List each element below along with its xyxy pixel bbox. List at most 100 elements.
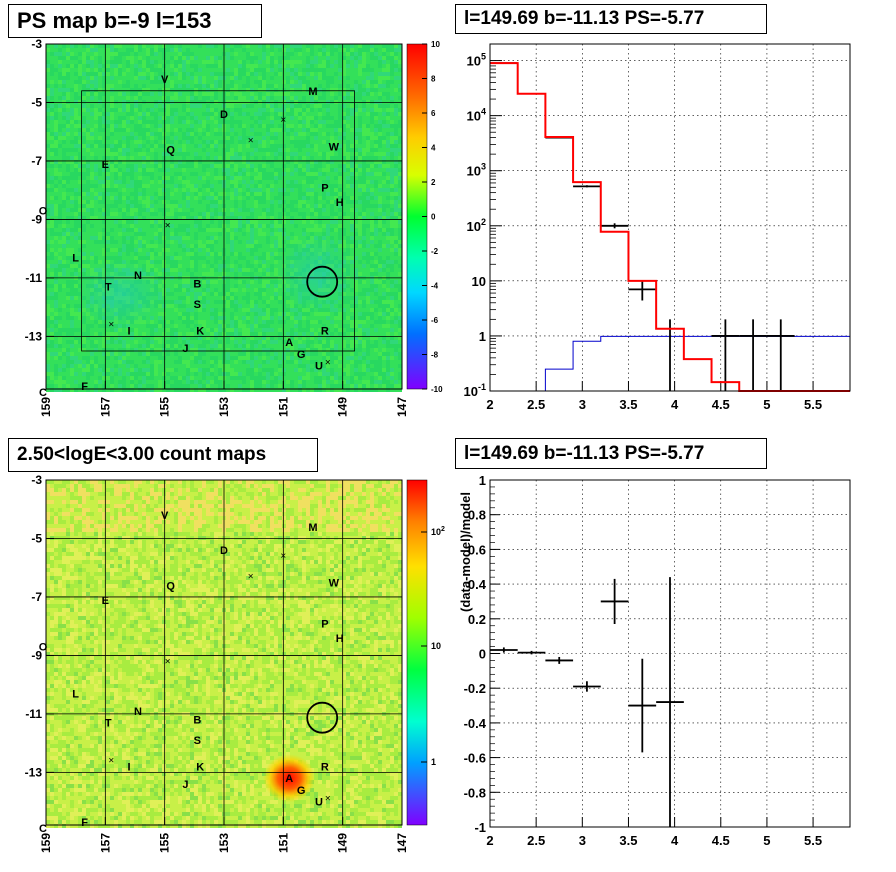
map-pixel: [302, 72, 306, 76]
map-pixel: [150, 64, 154, 68]
map-pixel: [362, 80, 366, 84]
map-pixel: [70, 204, 74, 208]
map-pixel: [158, 76, 162, 80]
map-pixel: [162, 240, 166, 244]
map-pixel: [290, 196, 294, 200]
map-pixel: [342, 200, 346, 204]
map-pixel: [334, 228, 338, 232]
map-pixel: [58, 96, 62, 100]
map-pixel: [206, 116, 210, 120]
map-pixel: [262, 184, 266, 188]
map-pixel: [106, 240, 110, 244]
map-pixel: [106, 60, 110, 64]
map-pixel: [114, 232, 118, 236]
map-pixel: [234, 116, 238, 120]
map-pixel: [178, 220, 182, 224]
map-pixel: [218, 128, 222, 132]
map-pixel: [210, 92, 214, 96]
map-pixel: [142, 60, 146, 64]
map-pixel: [102, 64, 106, 68]
map-pixel: [150, 176, 154, 180]
map-pixel: [370, 76, 374, 80]
map-pixel: [170, 120, 174, 124]
map-pixel: [346, 204, 350, 208]
map-pixel: [242, 180, 246, 184]
map-pixel: [146, 196, 150, 200]
map-pixel: [346, 128, 350, 132]
map-pixel: [102, 80, 106, 84]
map-pixel: [358, 204, 362, 208]
map-pixel: [342, 172, 346, 176]
map-pixel: [126, 256, 130, 260]
map-pixel: [50, 200, 54, 204]
map-pixel: [234, 128, 238, 132]
map-pixel: [54, 124, 58, 128]
map-pixel: [330, 196, 334, 200]
map-pixel: [146, 152, 150, 156]
map-pixel: [154, 72, 158, 76]
map-pixel: [238, 260, 242, 264]
map-pixel: [186, 92, 190, 96]
map-pixel: [394, 216, 398, 220]
map-pixel: [314, 204, 318, 208]
map-pixel: [210, 76, 214, 80]
map-pixel: [134, 44, 138, 48]
map-pixel: [346, 244, 350, 248]
map-pixel: [58, 244, 62, 248]
map-pixel: [258, 232, 262, 236]
map-pixel: [62, 248, 66, 252]
map-pixel: [394, 176, 398, 180]
map-pixel: [306, 64, 310, 68]
map-pixel: [50, 260, 54, 264]
map-pixel: [266, 52, 270, 56]
map-pixel: [142, 124, 146, 128]
map-pixel: [286, 240, 290, 244]
map-pixel: [358, 108, 362, 112]
map-pixel: [54, 152, 58, 156]
map-pixel: [102, 256, 106, 260]
map-pixel: [342, 96, 346, 100]
map-pixel: [246, 228, 250, 232]
map-pixel: [274, 96, 278, 100]
map-pixel: [358, 100, 362, 104]
map-pixel: [198, 44, 202, 48]
map-pixel: [114, 228, 118, 232]
map-pixel: [54, 136, 58, 140]
map-pixel: [138, 148, 142, 152]
map-pixel: [54, 196, 58, 200]
map-pixel: [226, 208, 230, 212]
map-pixel: [146, 212, 150, 216]
map-pixel: [142, 144, 146, 148]
map-pixel: [46, 176, 50, 180]
map-pixel: [166, 240, 170, 244]
map-pixel: [198, 80, 202, 84]
map-pixel: [398, 148, 402, 152]
map-pixel: [322, 212, 326, 216]
map-pixel: [394, 256, 398, 260]
map-pixel: [386, 184, 390, 188]
map-pixel: [226, 152, 230, 156]
map-pixel: [182, 68, 186, 72]
map-pixel: [290, 180, 294, 184]
map-pixel: [190, 72, 194, 76]
map-pixel: [46, 124, 50, 128]
map-pixel: [50, 80, 54, 84]
map-pixel: [310, 156, 314, 160]
map-pixel: [318, 188, 322, 192]
map-pixel: [126, 56, 130, 60]
map-pixel: [238, 188, 242, 192]
map-pixel: [186, 124, 190, 128]
map-pixel: [134, 172, 138, 176]
map-pixel: [130, 108, 134, 112]
map-pixel: [378, 124, 382, 128]
map-pixel: [294, 116, 298, 120]
map-pixel: [190, 68, 194, 72]
map-pixel: [78, 96, 82, 100]
map-pixel: [230, 256, 234, 260]
map-pixel: [366, 240, 370, 244]
map-pixel: [234, 64, 238, 68]
map-pixel: [354, 264, 358, 268]
map-pixel: [190, 96, 194, 100]
map-pixel: [278, 64, 282, 68]
map-pixel: [334, 164, 338, 168]
